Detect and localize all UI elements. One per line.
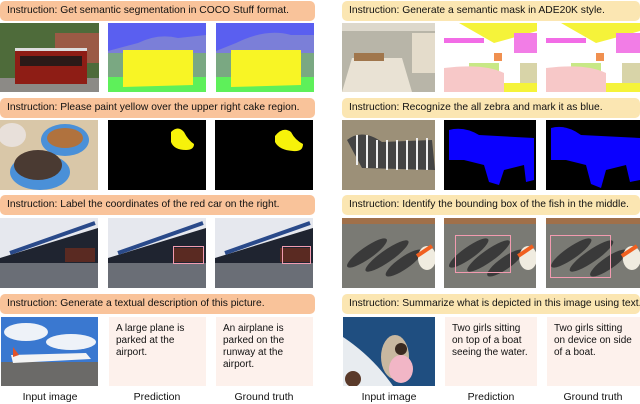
prediction-text-panel: A large plane is parked at the airport.	[109, 317, 206, 386]
instruction-banner: Instruction: Label the coordinates of th…	[0, 195, 315, 215]
ground-truth-mask-coco	[216, 23, 314, 92]
prediction-bounding-box	[455, 235, 511, 273]
prediction-mask-coco	[108, 23, 206, 92]
prediction-mask-cake	[108, 120, 206, 190]
caption-prediction: Prediction	[133, 391, 181, 403]
instruction-banner: Instruction: Generate a semantic mask in…	[342, 1, 640, 21]
prediction-bounding-box	[173, 246, 204, 264]
prediction-image-street	[108, 218, 206, 288]
prediction-text: A large plane is parked at the airport.	[116, 323, 185, 358]
input-image-bedroom	[342, 23, 435, 92]
prediction-text: Two girls sitting on top of a boat seein…	[452, 323, 528, 358]
prediction-image-fish	[444, 218, 536, 288]
instruction-banner: Instruction: Get semantic segmentation i…	[0, 1, 315, 21]
ground-truth-text-panel: Two girls sitting on device on side of a…	[547, 317, 640, 386]
instruction-banner: Instruction: Generate a textual descript…	[0, 294, 315, 314]
prediction-text-panel: Two girls sitting on top of a boat seein…	[445, 317, 537, 386]
ground-truth-text: An airplane is parked on the runway at t…	[223, 323, 285, 370]
input-image-boat	[343, 317, 435, 386]
ground-truth-image-street	[215, 218, 313, 288]
ground-truth-text-panel: An airplane is parked on the runway at t…	[216, 317, 313, 386]
ground-truth-mask-ade20k	[546, 23, 640, 92]
prediction-mask-zebra	[444, 120, 536, 190]
ground-truth-mask-zebra	[546, 120, 640, 190]
prediction-mask-ade20k	[444, 23, 537, 92]
ground-truth-mask-cake	[215, 120, 313, 190]
input-image-cakes	[0, 120, 98, 190]
instruction-banner: Instruction: Recognize the all zebra and…	[342, 98, 640, 118]
ground-truth-text: Two girls sitting on device on side of a…	[554, 323, 632, 358]
instruction-banner: Instruction: Please paint yellow over th…	[0, 98, 315, 118]
input-image-street	[0, 218, 98, 288]
instruction-banner: Instruction: Identify the bounding box o…	[342, 195, 640, 215]
input-image-fish	[342, 218, 435, 288]
ground-truth-image-fish	[546, 218, 640, 288]
caption-input-image: Input image	[22, 391, 78, 403]
caption-input-image: Input image	[361, 391, 417, 403]
input-image-trolley	[0, 23, 99, 92]
caption-ground-truth: Ground truth	[234, 391, 294, 403]
caption-prediction: Prediction	[467, 391, 515, 403]
ground-truth-bounding-box	[282, 246, 311, 264]
instruction-banner: Instruction: Summarize what is depicted …	[342, 294, 640, 314]
input-image-airplane	[1, 317, 98, 386]
input-image-zebras	[342, 120, 435, 190]
ground-truth-bounding-box	[550, 235, 611, 278]
caption-ground-truth: Ground truth	[563, 391, 623, 403]
